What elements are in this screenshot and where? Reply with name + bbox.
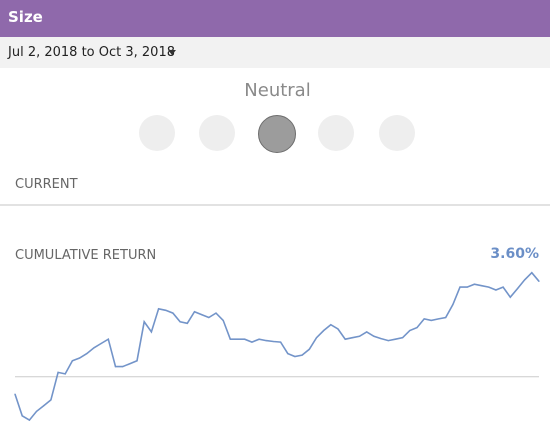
chart-point xyxy=(251,341,253,343)
chart-point xyxy=(57,371,59,374)
divider xyxy=(0,204,550,206)
chart-point xyxy=(64,373,66,375)
chart-point xyxy=(114,366,117,368)
chart-point xyxy=(416,327,418,329)
chart-point xyxy=(509,296,511,298)
page-title: Size xyxy=(8,8,43,26)
chart-point xyxy=(186,322,188,324)
sentiment-dot xyxy=(139,115,175,151)
chart-point xyxy=(21,415,23,417)
chart-point xyxy=(308,348,310,350)
chart-point xyxy=(445,316,447,319)
chart-point xyxy=(229,338,231,340)
chart-point xyxy=(473,283,475,285)
chart-point xyxy=(222,319,224,321)
chart-point xyxy=(488,286,490,288)
chart-point xyxy=(179,321,181,323)
chart-points xyxy=(14,272,540,421)
chart-point xyxy=(323,329,325,332)
chart-point xyxy=(35,410,38,413)
chart-point xyxy=(258,338,260,340)
chart-point xyxy=(107,338,109,340)
chart-point xyxy=(380,337,382,340)
chart-point xyxy=(143,321,145,323)
chart-point xyxy=(215,312,217,314)
sentiment-dot xyxy=(318,115,354,151)
sentiment-dot-selected xyxy=(258,115,296,153)
chart-point xyxy=(208,316,210,319)
cumulative-return-value: 3.60% xyxy=(490,246,539,262)
current-section-label: CURRENT xyxy=(15,177,78,192)
chart-point xyxy=(531,272,533,274)
chart-point xyxy=(236,338,239,340)
chart-point xyxy=(373,335,375,337)
chart-point xyxy=(150,331,152,333)
chart-point xyxy=(480,285,483,287)
chart-point xyxy=(344,338,346,340)
chart-point xyxy=(351,337,353,339)
chart-point xyxy=(409,329,411,332)
sentiment-label: Neutral xyxy=(244,80,311,101)
chart-point xyxy=(136,360,138,362)
chart-point xyxy=(244,338,246,340)
chart-series-line xyxy=(14,271,540,422)
chart-point xyxy=(315,337,318,339)
chart-point xyxy=(337,328,339,330)
cumulative-return-chart xyxy=(14,271,540,422)
chart-point xyxy=(50,399,52,401)
chart-point xyxy=(301,354,303,356)
chart-point xyxy=(423,318,425,320)
chart-point xyxy=(279,341,282,343)
chart-point xyxy=(516,287,519,290)
chart-point xyxy=(129,363,131,365)
chart-point xyxy=(394,338,397,340)
chart-point xyxy=(358,335,361,337)
chart-point xyxy=(502,286,504,288)
chart-point xyxy=(387,340,389,342)
chart-point xyxy=(93,347,95,349)
chart-point xyxy=(14,393,16,395)
chart-point xyxy=(294,355,296,358)
date-range-dropdown[interactable]: Jul 2, 2018 to Oct 3, 2018 xyxy=(0,37,550,68)
chart-point xyxy=(79,357,81,359)
chart-point xyxy=(287,353,289,355)
header-bar: Size xyxy=(0,0,550,37)
chart-point xyxy=(28,419,30,421)
chart-point xyxy=(495,289,497,291)
sentiment-indicator xyxy=(0,115,550,153)
chart-point xyxy=(193,311,196,313)
chart-point xyxy=(100,342,102,345)
chart-point xyxy=(452,303,454,306)
chart-point xyxy=(272,340,275,343)
chart-point xyxy=(265,340,267,342)
sentiment-dot xyxy=(379,115,415,151)
chart-point xyxy=(71,360,74,362)
chart-point xyxy=(430,319,432,321)
chart-point xyxy=(43,405,45,407)
chart-point xyxy=(201,313,203,316)
chart-point xyxy=(122,366,124,368)
cumulative-return-label: CUMULATIVE RETURN xyxy=(15,248,157,263)
chart-point xyxy=(86,353,88,355)
chart-point xyxy=(402,337,404,339)
chart-point xyxy=(172,312,174,314)
sentiment-dot xyxy=(199,115,235,151)
chart-point xyxy=(437,318,440,320)
date-range-label[interactable]: Jul 2, 2018 to Oct 3, 2018 xyxy=(8,45,175,60)
chart-point xyxy=(165,309,167,311)
chart-point xyxy=(459,286,461,288)
chart-point xyxy=(538,280,540,282)
chart-point xyxy=(330,324,332,326)
chart-point xyxy=(157,308,160,310)
chart-point xyxy=(466,286,468,288)
caret-down-icon[interactable] xyxy=(168,50,176,55)
chart-point xyxy=(524,279,526,281)
chart-point xyxy=(366,331,368,333)
